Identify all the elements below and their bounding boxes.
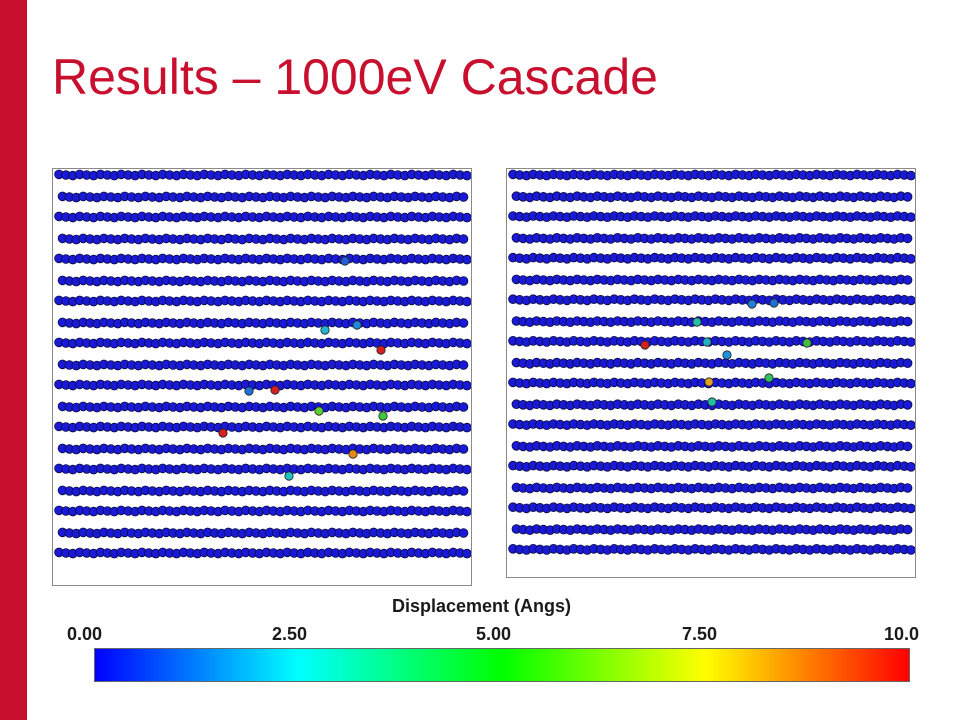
lattice-atom [458,486,469,496]
lattice-atom [458,402,469,412]
displaced-atom [692,317,702,327]
colorbar-tick-label: 0.00 [67,624,103,644]
lattice-atom [462,170,471,181]
colorbar-tick-label: 7.50 [682,624,718,644]
displaced-atom [348,449,358,459]
lattice-atom [902,441,913,452]
displaced-atom [704,377,714,387]
lattice-atom [906,295,915,306]
displaced-atom [244,386,254,396]
lattice-atom [462,296,471,307]
lattice-atom [458,276,469,286]
displaced-atom [747,299,757,309]
lattice-atom [906,420,915,430]
slide-accent-bar [0,0,27,720]
displaced-atom [378,411,388,421]
displaced-atom [284,471,294,481]
lattice-atom [462,548,471,559]
lattice-atom [462,380,471,391]
lattice-atom [902,191,913,202]
left-lattice-panel [52,168,472,586]
lattice-atom [458,360,469,370]
colorbar-tick-label: 2.50 [272,624,308,644]
lattice-atom [902,524,913,535]
lattice-atom [458,234,469,244]
lattice-atom [458,444,469,454]
lattice-atom [906,503,915,514]
displaced-atom [769,298,779,308]
lattice-atom [462,422,471,433]
displaced-atom [640,340,650,350]
lattice-atom [902,358,913,369]
lattice-atom [462,254,471,265]
lattice-atom [906,462,915,472]
lattice-atom [902,233,913,244]
left-lattice-view [54,169,471,559]
lattice-atom [902,275,913,285]
lattice-atom [906,170,915,181]
lattice-atom [462,338,471,349]
lattice-atom [458,318,469,328]
lattice-atom [458,528,469,538]
displaced-atom [707,397,717,407]
displaced-atom [764,373,774,383]
lattice-atom [902,316,913,327]
lattice-atom [906,378,915,389]
displaced-atom [376,345,386,355]
lattice-atom [902,483,913,493]
lattice-atom [462,212,471,223]
displaced-atom [722,350,732,360]
displaced-atom [352,320,362,330]
displaced-atom [270,385,280,395]
displaced-atom [702,337,712,347]
displaced-atom [314,406,324,416]
lattice-atom [906,212,915,222]
colorbar-tick-label: 10.0 [884,624,920,644]
displaced-atom [340,256,350,266]
displaced-atom [320,325,330,335]
lattice-atom [902,400,913,410]
lattice-atom [906,254,915,264]
lattice-atom [462,464,471,475]
lattice-atom [906,337,915,347]
displacement-colorbar [94,648,910,682]
right-lattice-view [508,169,915,555]
lattice-atom [462,506,471,517]
colorbar-title: Displacement (Angs) [392,596,572,616]
slide-title: Results – 1000eV Cascade [52,49,658,105]
lattice-atom [458,192,469,202]
lattice-atom [906,545,915,555]
displaced-atom [802,338,812,348]
colorbar-tick-label: 5.00 [476,624,512,644]
displaced-atom [218,428,228,438]
right-lattice-panel [506,168,916,578]
